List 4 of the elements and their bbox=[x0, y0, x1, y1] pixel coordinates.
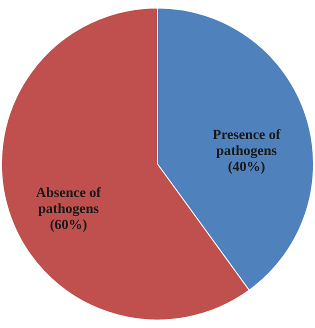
slice-label: Presence of pathogens bbox=[212, 128, 281, 160]
slice-label: Absence of pathogens bbox=[36, 186, 102, 217]
data-label: (40%) bbox=[228, 160, 266, 176]
data-label: (60%) bbox=[50, 218, 88, 233]
